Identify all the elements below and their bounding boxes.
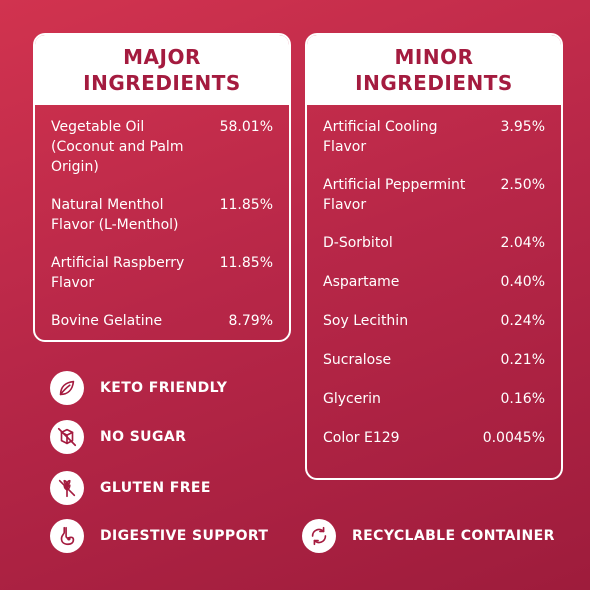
ingredient-row: Vegetable Oil (Coconut and Palm Origin) … (51, 117, 273, 177)
ingredient-row: Glycerin 0.16% (323, 389, 545, 409)
digestive-support-badge: DIGESTIVE SUPPORT (50, 518, 268, 554)
ingredient-row: Artificial Cooling Flavor 3.95% (323, 117, 545, 157)
ingredient-row: Soy Lecithin 0.24% (323, 311, 545, 331)
ingredient-percent: 0.0045% (482, 430, 545, 446)
ingredient-name: Artificial Cooling Flavor (323, 119, 438, 155)
ingredient-row: D-Sorbitol 2.04% (323, 233, 545, 253)
major-title-line2: INGREDIENTS (83, 71, 241, 95)
no-sugar-label: NO SUGAR (100, 429, 187, 445)
ingredient-row: Aspartame 0.40% (323, 272, 545, 292)
ingredient-name: Artificial Raspberry Flavor (51, 255, 185, 291)
ingredient-percent: 2.04% (500, 235, 545, 251)
recyclable-container-label: RECYCLABLE CONTAINER (352, 528, 555, 544)
keto-friendly-label: KETO FRIENDLY (100, 380, 228, 396)
ingredient-percent: 0.21% (500, 352, 545, 368)
ingredient-name: Soy Lecithin (323, 313, 409, 329)
recycle-icon (302, 519, 336, 553)
ingredient-percent: 2.50% (500, 177, 545, 193)
major-ingredients-title: MAJOR INGREDIENTS (35, 35, 289, 105)
stomach-icon (50, 519, 84, 553)
ingredient-percent: 3.95% (500, 119, 545, 135)
digestive-support-label: DIGESTIVE SUPPORT (100, 528, 269, 544)
no-sugar-badge: NO SUGAR (50, 419, 186, 455)
ingredient-name: Natural Menthol Flavor (L-Menthol) (51, 197, 179, 233)
minor-title-line1: MINOR (394, 45, 474, 69)
ingredient-name: Color E129 (323, 430, 400, 446)
ingredient-name: Vegetable Oil (Coconut and Palm Origin) (51, 119, 184, 175)
ingredient-row: Artificial Peppermint Flavor 2.50% (323, 175, 545, 215)
ingredient-percent: 0.24% (500, 313, 545, 329)
ingredient-percent: 11.85% (219, 197, 273, 213)
minor-title-line2: INGREDIENTS (355, 71, 513, 95)
no-sugar-icon (50, 420, 84, 454)
ingredient-percent: 8.79% (228, 313, 273, 329)
gluten-free-label: GLUTEN FREE (100, 480, 211, 496)
major-title-line1: MAJOR (123, 45, 201, 69)
leaf-icon (50, 371, 84, 405)
ingredient-percent: 0.40% (500, 274, 545, 290)
ingredient-name: D-Sorbitol (323, 235, 393, 251)
ingredient-row: Color E129 0.0045% (323, 428, 545, 448)
wheat-crossed-icon (50, 471, 84, 505)
ingredient-name: Artificial Peppermint Flavor (323, 177, 466, 213)
major-ingredients-card: MAJOR INGREDIENTS Vegetable Oil (Coconut… (33, 33, 291, 342)
ingredient-percent: 58.01% (219, 119, 273, 135)
gluten-free-badge: GLUTEN FREE (50, 470, 211, 506)
minor-ingredients-title: MINOR INGREDIENTS (307, 35, 561, 105)
minor-ingredients-card: MINOR INGREDIENTS Artificial Cooling Fla… (305, 33, 563, 480)
ingredient-name: Aspartame (323, 274, 400, 290)
major-ingredients-list: Vegetable Oil (Coconut and Palm Origin) … (35, 105, 289, 331)
minor-ingredients-list: Artificial Cooling Flavor 3.95% Artifici… (307, 105, 561, 448)
ingredient-row: Artificial Raspberry Flavor 11.85% (51, 253, 273, 293)
ingredient-row: Bovine Gelatine 8.79% (51, 311, 273, 331)
ingredient-row: Sucralose 0.21% (323, 350, 545, 370)
ingredient-percent: 11.85% (219, 255, 273, 271)
ingredient-name: Bovine Gelatine (51, 313, 163, 329)
ingredient-row: Natural Menthol Flavor (L-Menthol) 11.85… (51, 195, 273, 235)
recyclable-container-badge: RECYCLABLE CONTAINER (302, 518, 555, 554)
keto-friendly-badge: KETO FRIENDLY (50, 370, 227, 406)
ingredient-name: Glycerin (323, 391, 381, 407)
ingredient-name: Sucralose (323, 352, 392, 368)
ingredient-percent: 0.16% (500, 391, 545, 407)
